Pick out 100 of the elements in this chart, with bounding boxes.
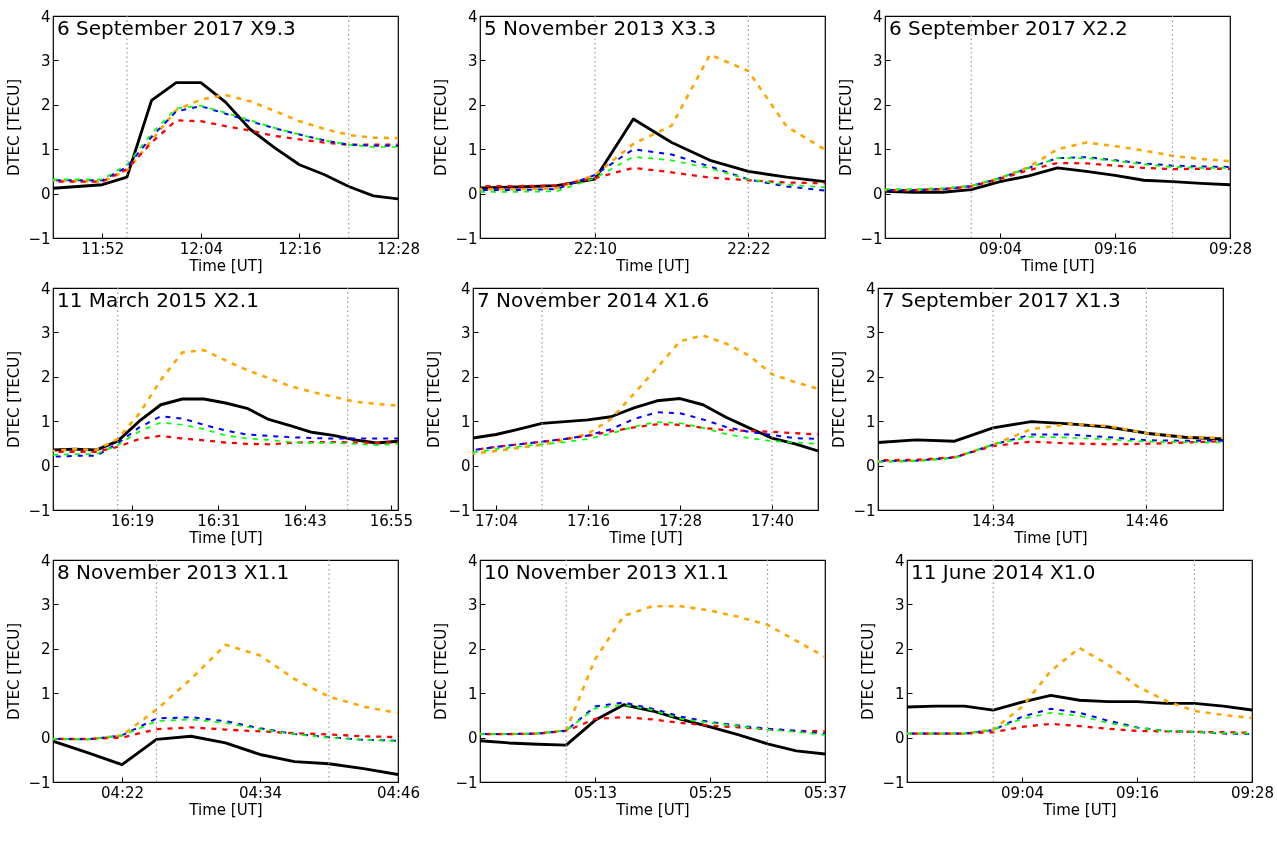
y-tick-label: 3: [467, 595, 478, 614]
y-tick-label: 2: [894, 640, 905, 659]
y-tick-label: 0: [894, 729, 905, 748]
line-series: [480, 53, 825, 191]
y-tick-label: 1: [40, 140, 51, 159]
y-tick-label: 3: [460, 323, 471, 342]
y-tick-label: −1: [28, 229, 51, 248]
y-axis-title: DTEC [TECU]: [432, 78, 451, 177]
y-tick-label: −1: [882, 773, 905, 792]
chart-title: 10 November 2013 X1.1: [484, 560, 729, 584]
y-tick-label: 2: [467, 640, 478, 659]
y-tick-label: 3: [872, 51, 883, 70]
x-tick-label: 14:34: [971, 511, 1016, 530]
x-tick-label: 12:28: [376, 239, 421, 258]
y-tick-label: 2: [40, 96, 51, 115]
x-tick-label: 16:55: [369, 511, 413, 530]
y-tick-label: 3: [865, 323, 876, 342]
line-series: [53, 415, 398, 458]
x-tick-label: 05:13: [573, 783, 618, 802]
line-series: [480, 155, 825, 193]
y-tick-label: −1: [860, 229, 883, 248]
x-axis-title: Time [UT]: [1013, 528, 1088, 547]
x-axis-title: Time [UT]: [615, 256, 690, 275]
x-axis-title: Time [UT]: [1042, 800, 1117, 819]
x-tick-label: 16:31: [197, 511, 241, 530]
y-tick-label: −1: [28, 773, 51, 792]
chart-title: 6 September 2017 X9.3: [57, 16, 296, 40]
x-axis-title: Time [UT]: [615, 800, 690, 819]
y-tick-label: 3: [40, 595, 51, 614]
x-tick-label: 05:37: [803, 783, 848, 802]
y-axis-title: DTEC [TECU]: [859, 622, 878, 721]
y-tick-label: 2: [467, 96, 478, 115]
x-tick-label: 09:04: [978, 239, 1023, 258]
y-tick-label: 2: [865, 368, 876, 387]
line-series: [878, 422, 1223, 463]
x-tick-label: 17:16: [566, 511, 611, 530]
y-tick-label: −1: [455, 229, 478, 248]
chart-title: 7 November 2014 X1.6: [477, 288, 710, 312]
x-tick-label: 04:46: [376, 783, 421, 802]
y-tick-label: 2: [40, 368, 51, 387]
y-tick-label: 1: [467, 684, 478, 703]
x-tick-label: 22:22: [727, 239, 771, 258]
y-tick-label: 4: [40, 551, 51, 570]
y-axis-title: DTEC [TECU]: [5, 622, 24, 721]
x-tick-label: 17:40: [750, 511, 795, 530]
x-tick-label: 11:52: [81, 239, 125, 258]
x-tick-label: 22:10: [573, 239, 618, 258]
y-axis-title: DTEC [TECU]: [830, 350, 849, 449]
y-axis-title: DTEC [TECU]: [425, 350, 444, 449]
x-tick-label: 16:19: [110, 511, 155, 530]
x-tick-label: 04:22: [100, 783, 145, 802]
y-axis-title: DTEC [TECU]: [432, 622, 451, 721]
x-axis-title: Time [UT]: [188, 256, 263, 275]
x-tick-label: 09:16: [1093, 239, 1138, 258]
y-tick-label: 4: [872, 7, 883, 26]
y-tick-label: 2: [40, 640, 51, 659]
x-tick-label: 05:25: [688, 783, 733, 802]
chart-title: 7 September 2017 X1.3: [882, 288, 1121, 312]
y-tick-label: 0: [467, 729, 478, 748]
x-tick-label: 09:28: [1230, 783, 1275, 802]
y-tick-label: 1: [40, 412, 51, 431]
y-tick-label: 3: [467, 51, 478, 70]
y-tick-label: 4: [894, 551, 905, 570]
y-tick-label: 4: [460, 279, 471, 298]
y-tick-label: 4: [467, 7, 478, 26]
x-axis-title: Time [UT]: [608, 528, 683, 547]
x-tick-label: 09:28: [1208, 239, 1253, 258]
y-tick-label: 1: [460, 412, 471, 431]
line-series: [53, 421, 398, 456]
y-axis-title: DTEC [TECU]: [5, 350, 24, 449]
x-tick-label: 09:16: [1115, 783, 1160, 802]
x-axis-title: Time [UT]: [188, 800, 263, 819]
y-tick-label: 4: [467, 551, 478, 570]
y-tick-label: 0: [40, 729, 51, 748]
y-tick-label: 2: [872, 96, 883, 115]
y-tick-label: 3: [40, 51, 51, 70]
y-tick-label: 4: [40, 279, 51, 298]
y-tick-label: −1: [28, 501, 51, 520]
y-tick-label: 1: [865, 412, 876, 431]
x-tick-label: 16:43: [283, 511, 327, 530]
y-tick-label: 0: [40, 457, 51, 476]
y-axis-title: DTEC [TECU]: [837, 78, 856, 177]
x-tick-label: 17:28: [658, 511, 703, 530]
y-tick-label: 2: [460, 368, 471, 387]
y-tick-label: 1: [40, 684, 51, 703]
y-tick-label: 4: [40, 7, 51, 26]
line-series: [885, 141, 1230, 192]
chart-title: 6 September 2017 X2.2: [889, 16, 1128, 40]
x-tick-label: 09:04: [1000, 783, 1045, 802]
y-tick-label: 3: [40, 323, 51, 342]
line-series: [53, 348, 398, 453]
x-axis-title: Time [UT]: [188, 528, 263, 547]
x-tick-label: 12:04: [179, 239, 223, 258]
y-tick-label: 0: [865, 457, 876, 476]
chart-title: 11 June 2014 X1.0: [911, 560, 1096, 584]
line-series: [480, 148, 825, 192]
line-series: [473, 334, 818, 455]
x-tick-label: 17:04: [474, 511, 519, 530]
line-series: [907, 646, 1252, 735]
y-tick-label: 0: [40, 185, 51, 204]
